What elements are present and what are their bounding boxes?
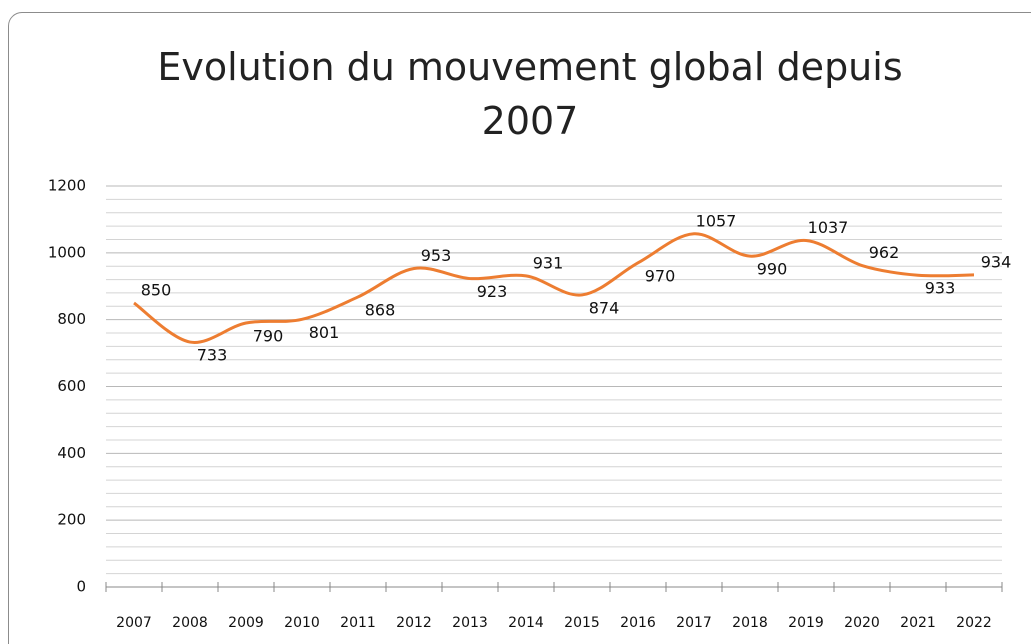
- y-tick-label: 200: [57, 511, 86, 529]
- data-label: 923: [477, 282, 508, 301]
- x-tick-label: 2022: [956, 615, 992, 631]
- data-label: 1057: [696, 211, 737, 230]
- data-label: 953: [421, 246, 452, 265]
- y-tick-label: 1200: [48, 177, 86, 195]
- chart-frame: [8, 12, 1031, 644]
- data-label: 933: [925, 279, 956, 298]
- data-label: 790: [253, 327, 284, 346]
- data-label: 1037: [808, 218, 849, 237]
- data-label: 990: [757, 260, 788, 279]
- data-label: 733: [197, 346, 228, 365]
- y-tick-label: 800: [57, 310, 86, 328]
- data-label: 868: [365, 300, 396, 319]
- x-tick-label: 2014: [508, 615, 544, 631]
- x-tick-label: 2013: [452, 615, 488, 631]
- chart-title: Evolution du mouvement global depuis 200…: [157, 45, 903, 143]
- x-tick-label: 2007: [116, 615, 152, 631]
- data-label: 801: [309, 323, 340, 342]
- x-tick-label: 2017: [676, 615, 712, 631]
- line: [133, 232, 975, 344]
- data-label: 970: [645, 266, 676, 285]
- x-tick-label: 2008: [172, 615, 208, 631]
- x-tick-label: 2015: [564, 615, 600, 631]
- x-tick-label: 2021: [900, 615, 936, 631]
- x-tick-label: 2011: [340, 615, 376, 631]
- data-label: 934: [981, 252, 1012, 271]
- x-tick-label: 2009: [228, 615, 264, 631]
- y-tick-label: 600: [57, 377, 86, 395]
- x-tick-label: 2016: [620, 615, 656, 631]
- x-tick-label: 2012: [396, 615, 432, 631]
- y-tick-label: 1000: [48, 243, 86, 261]
- x-tick-label: 2010: [284, 615, 320, 631]
- data-label: 874: [589, 298, 620, 317]
- y-tick-label: 400: [57, 444, 86, 462]
- x-tick-label: 2018: [732, 615, 768, 631]
- y-tick-label: 0: [76, 578, 86, 596]
- data-label: 962: [869, 243, 900, 262]
- x-tick-label: 2019: [788, 615, 824, 631]
- x-tick-label: 2020: [844, 615, 880, 631]
- data-label: 850: [141, 280, 172, 299]
- data-label: 931: [533, 253, 564, 272]
